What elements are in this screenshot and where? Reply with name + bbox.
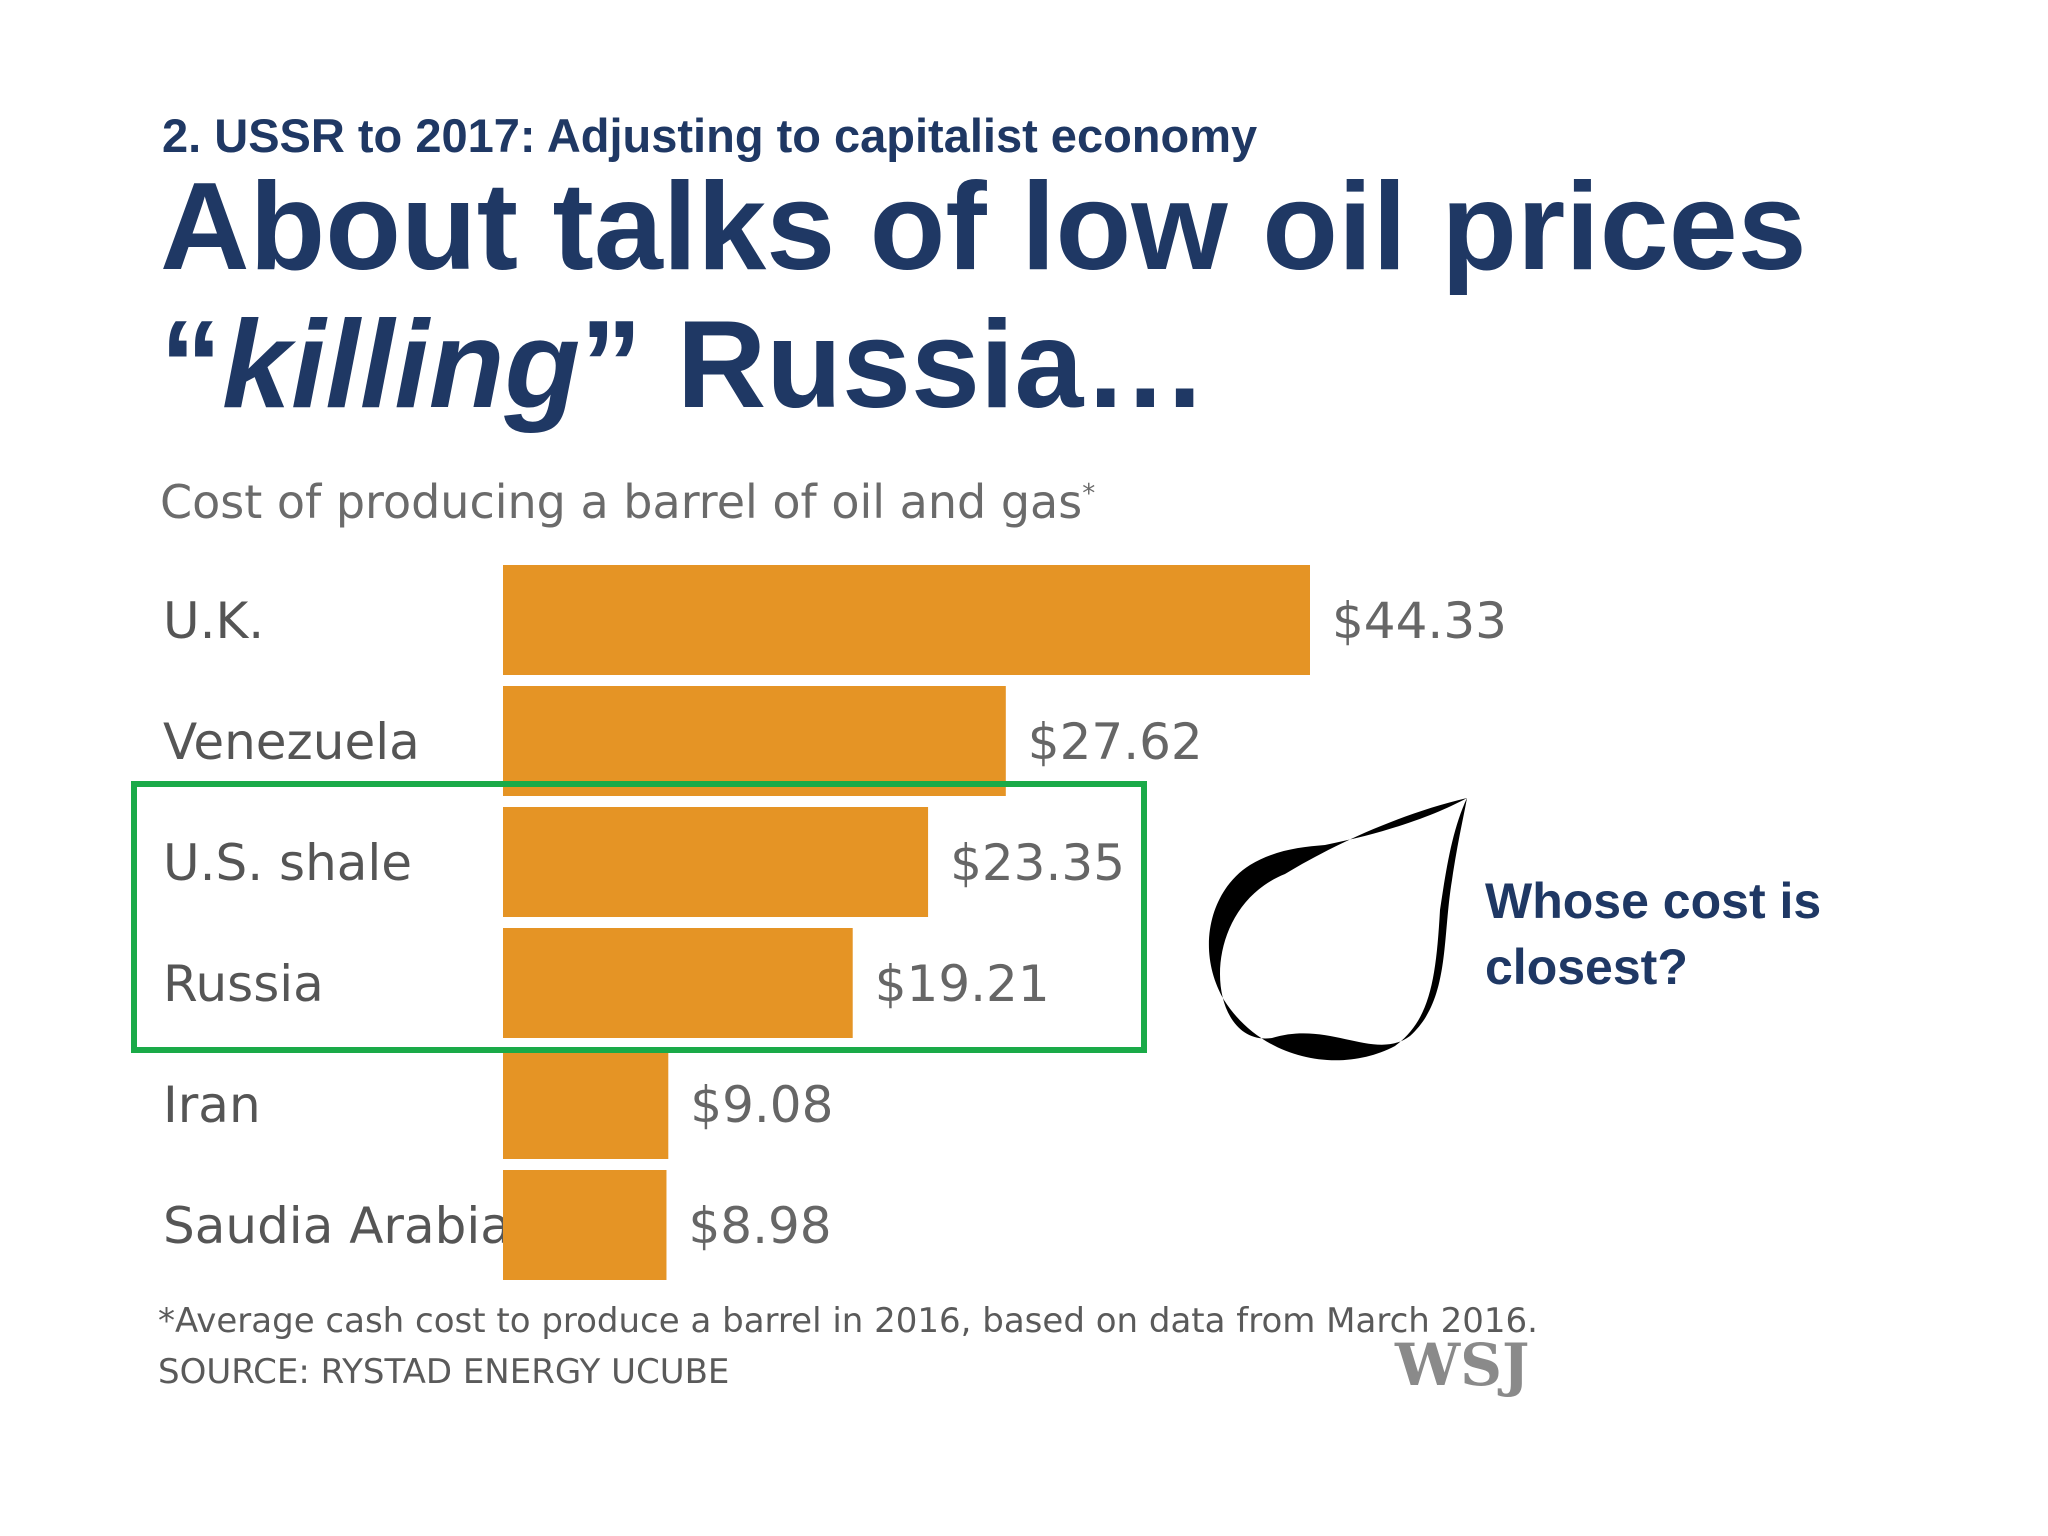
- bar-u-s-shale: [503, 807, 929, 917]
- bar-iran: [503, 1049, 669, 1159]
- headline-open-quote: “: [160, 296, 222, 434]
- oil-drop-icon: [1208, 798, 1467, 1061]
- highlight-box: [131, 781, 1147, 1053]
- wsj-logo: WSJ: [1394, 1331, 1529, 1399]
- chart-footnote: *Average cash cost to produce a barrel i…: [158, 1301, 1538, 1341]
- bar-saudia-arabia: [503, 1170, 667, 1280]
- headline-line-1: About talks of low oil prices: [160, 158, 1807, 296]
- headline-rest: ” Russia…: [580, 296, 1208, 434]
- bars-group: U.K. $44.33 Venezuela $27.62 U.S. shale $23.3…: [163, 565, 1507, 1280]
- category-label-u-k: U.K.: [163, 592, 264, 650]
- category-label-iran: Iran: [163, 1076, 261, 1134]
- category-label-u-s-shale: U.S. shale: [163, 834, 412, 892]
- value-label-saudia-arabia: $8.98: [688, 1197, 831, 1255]
- drop-price-label: US$30: [1247, 910, 1394, 963]
- headline-line-2: “killing” Russia…: [160, 296, 1807, 434]
- bar-russia: [503, 928, 853, 1038]
- value-label-u-k: $44.33: [1332, 592, 1507, 650]
- category-label-venezuela: Venezuela: [163, 713, 420, 771]
- chart-title-marker: *: [1082, 479, 1095, 509]
- value-label-u-s-shale: $23.35: [950, 834, 1125, 892]
- callout-question: Whose cost is closest?: [1485, 873, 1822, 995]
- category-label-russia: Russia: [163, 955, 324, 1013]
- chart-title: Cost of producing a barrel of oil and ga…: [160, 475, 1095, 529]
- chart-title-text: Cost of producing a barrel of oil and ga…: [160, 475, 1082, 529]
- chart-source: SOURCE: RYSTAD ENERGY UCUBE: [158, 1352, 729, 1392]
- bar-venezuela: [503, 686, 1006, 796]
- bar-u-k: [503, 565, 1310, 675]
- slide-kicker: 2. USSR to 2017: Adjusting to capitalist…: [162, 109, 1258, 162]
- value-label-iran: $9.08: [690, 1076, 833, 1134]
- headline-emphasis: killing: [222, 296, 581, 434]
- category-label-saudia-arabia: Saudia Arabia: [163, 1197, 511, 1255]
- value-label-venezuela: $27.62: [1028, 713, 1203, 771]
- value-label-russia: $19.21: [875, 955, 1050, 1013]
- slide-headline: About talks of low oil prices “killing” …: [160, 158, 1807, 434]
